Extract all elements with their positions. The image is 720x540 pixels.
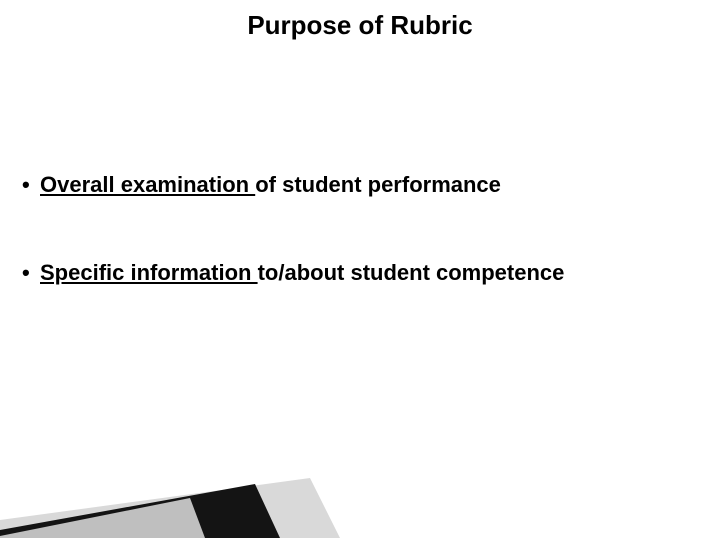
bullet-item: • Specific information to/about student … <box>22 260 564 286</box>
bullet-text: Overall examination of student performan… <box>40 172 501 198</box>
bullet-list: • Overall examination of student perform… <box>22 172 564 348</box>
bullet-rest: of student performance <box>255 172 501 197</box>
decorative-wedges <box>0 470 360 540</box>
bullet-underlined: Overall examination <box>40 172 255 197</box>
bullet-marker: • <box>22 172 40 198</box>
bullet-marker: • <box>22 260 40 286</box>
bullet-rest: to/about student competence <box>258 260 565 285</box>
slide-title: Purpose of Rubric <box>0 10 720 41</box>
bullet-text: Specific information to/about student co… <box>40 260 564 286</box>
bullet-underlined: Specific information <box>40 260 258 285</box>
bullet-item: • Overall examination of student perform… <box>22 172 564 198</box>
